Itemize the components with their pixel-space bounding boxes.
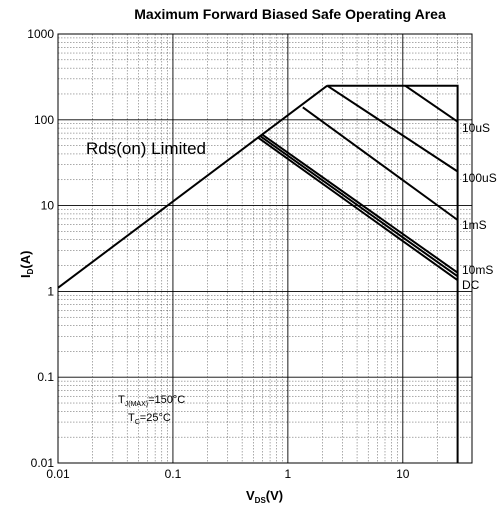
plot-frame (57, 33, 473, 464)
label-100us: 100uS (462, 171, 497, 185)
y-axis-label: ID(A) (18, 251, 35, 278)
y-tick-labels: 0.01 0.1 1 10 100 1000 (27, 27, 54, 470)
x-axis-main: V (246, 488, 255, 503)
x-axis-unit: (V) (266, 488, 283, 503)
series-100us (326, 84, 459, 173)
tc-annotation: TC=25°C (128, 412, 171, 426)
x-axis-sub: DS (255, 496, 267, 505)
x-tick-label: 1 (285, 467, 292, 481)
series-rds-on-limited (57, 84, 328, 289)
label-1ms: 1mS (462, 218, 487, 232)
series-line (260, 135, 459, 278)
series-10ms (261, 133, 459, 274)
tc-sub: C (135, 419, 140, 426)
y-axis-unit: (A) (18, 251, 33, 269)
x-tick-label: 10 (396, 467, 410, 481)
rds-on-limited-label: Rds(on) Limited (86, 139, 206, 158)
series-group (57, 84, 459, 463)
chart-title: Maximum Forward Biased Safe Operating Ar… (134, 6, 446, 22)
y-tick-label: 0.1 (37, 370, 54, 384)
y-tick-label: 1 (47, 284, 54, 298)
series-dc (257, 136, 459, 282)
y-tick-label: 10 (41, 199, 55, 213)
tj-main: T (118, 394, 125, 406)
series-10us (327, 84, 459, 463)
x-tick-label: 0.1 (165, 467, 182, 481)
tj-value: =150°C (148, 394, 185, 406)
y-tick-label: 100 (34, 113, 54, 127)
y-axis-main: I (18, 274, 33, 278)
y-tick-label: 0.01 (31, 456, 55, 470)
tc-main: T (128, 412, 135, 424)
series-line (404, 84, 459, 123)
tj-annotation: TJ(MAX)=150°C (118, 394, 185, 408)
x-tick-label: 0.01 (46, 467, 70, 481)
x-axis-label: VDS(V) (246, 488, 283, 505)
y-axis-sub: D (26, 268, 35, 274)
y-tick-label: 1000 (27, 27, 54, 41)
tj-sub: J(MAX) (125, 401, 148, 408)
label-10us: 10uS (462, 121, 490, 135)
label-10ms: 10mS (462, 263, 493, 277)
x-tick-labels: 0.01 0.1 1 10 (46, 467, 409, 481)
label-dc: DC (462, 278, 480, 292)
series-1ms (302, 106, 459, 221)
tc-value: =25°C (140, 412, 171, 424)
